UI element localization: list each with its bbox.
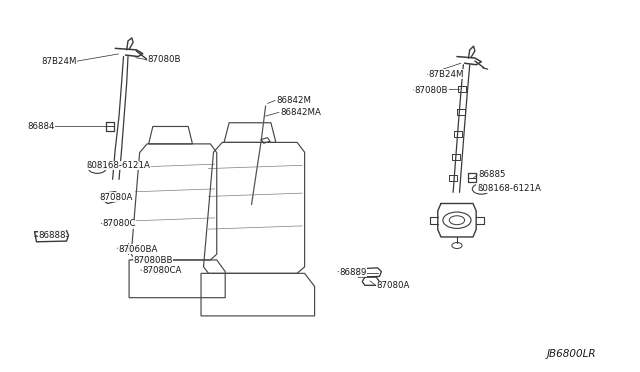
Text: 87080A: 87080A: [376, 281, 410, 290]
Text: 87080CA: 87080CA: [142, 266, 182, 275]
Text: 86842MA: 86842MA: [280, 108, 321, 117]
Text: ß08168-6121A: ß08168-6121A: [86, 161, 150, 170]
Text: JB6800LR: JB6800LR: [547, 349, 597, 359]
Text: 86889: 86889: [339, 268, 367, 277]
Text: 87080B: 87080B: [147, 55, 180, 64]
Text: 87B24M: 87B24M: [429, 70, 464, 79]
Text: S: S: [95, 164, 100, 172]
Text: ß08168-6121A: ß08168-6121A: [477, 184, 541, 193]
Text: 87080BB: 87080BB: [133, 256, 173, 265]
Text: 87080C: 87080C: [102, 219, 136, 228]
Text: 86842M: 86842M: [276, 96, 312, 105]
Text: S: S: [479, 185, 484, 193]
Text: 86888: 86888: [38, 231, 66, 240]
Text: 87060BA: 87060BA: [118, 245, 158, 254]
Text: 86884: 86884: [27, 122, 54, 131]
Text: 86885: 86885: [479, 170, 506, 179]
Text: 87080A: 87080A: [99, 193, 132, 202]
Text: 87080B: 87080B: [415, 86, 448, 94]
Text: 87B24M: 87B24M: [42, 57, 77, 66]
